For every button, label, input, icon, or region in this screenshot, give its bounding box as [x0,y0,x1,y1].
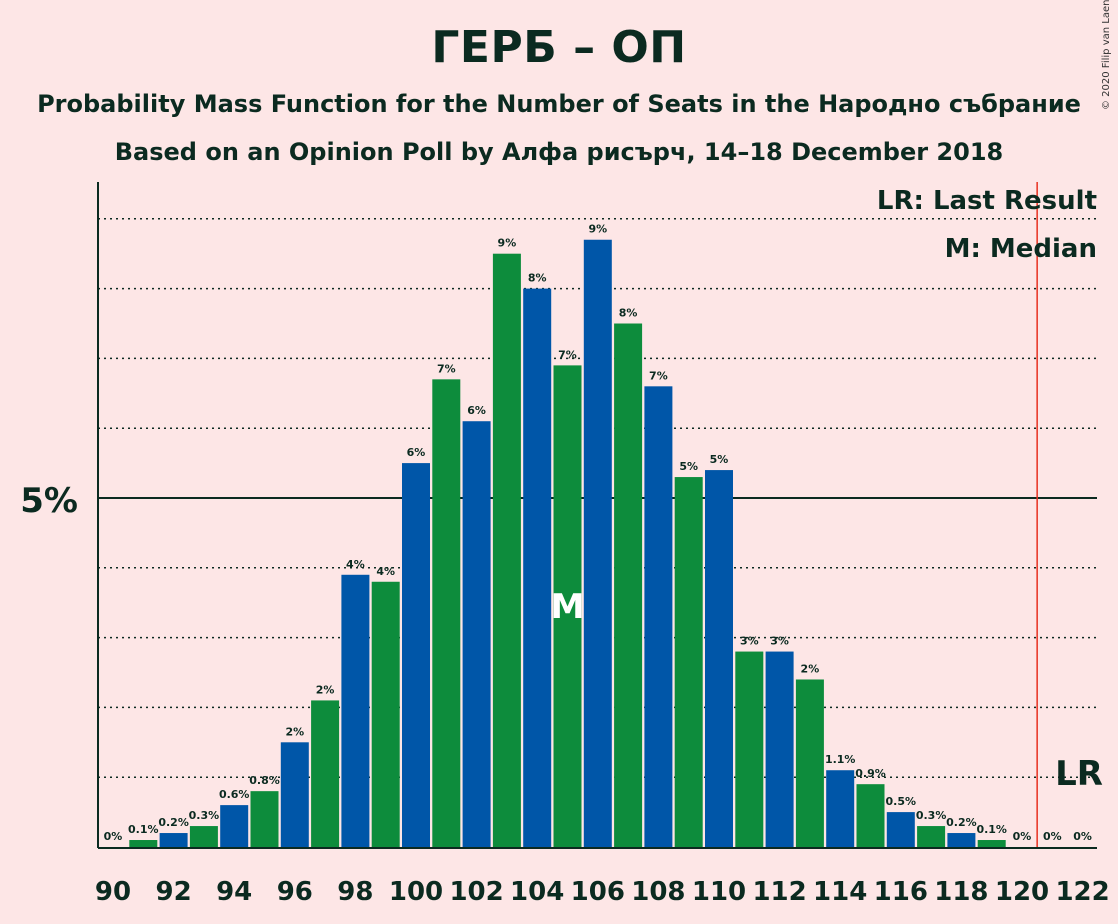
data-label-101: 7% [437,362,456,375]
data-label-98: 4% [346,558,365,571]
data-label-120: 0% [1013,830,1032,843]
bar-114 [826,770,855,847]
median-marker: M [551,587,585,627]
data-label-108: 7% [649,369,668,382]
bar-110 [705,470,733,847]
bar-103 [492,253,521,847]
x-tick-112: 112 [752,877,806,907]
x-tick-110: 110 [692,877,746,907]
data-label-103: 9% [498,237,517,250]
data-label-112: 3% [770,635,789,648]
data-label-94: 0.6% [219,788,250,801]
data-label-111: 3% [740,635,759,648]
data-label-118: 0.2% [946,816,977,829]
x-tick-98: 98 [337,877,373,907]
bar-108 [644,386,673,847]
bar-118 [947,833,976,847]
data-label-93: 0.3% [189,809,220,822]
x-tick-92: 92 [156,877,192,907]
x-tick-96: 96 [277,877,313,907]
bar-97 [311,700,340,847]
x-tick-120: 120 [995,877,1049,907]
chart-title: ГЕРБ – ОП [431,22,687,73]
bars-group: M LR [129,182,1103,848]
bar-119 [977,840,1006,847]
data-label-104: 8% [528,272,547,285]
bar-100 [402,463,430,847]
data-label-92: 0.2% [158,816,189,829]
x-tick-102: 102 [449,877,503,907]
legend-last-result: LR: Last Result [877,186,1097,216]
bar-93 [189,826,218,847]
x-tick-122: 122 [1055,877,1109,907]
data-label-115: 0.9% [855,767,886,780]
x-tick-114: 114 [813,877,867,907]
data-label-122: 0% [1073,830,1092,843]
data-label-110: 5% [710,453,729,466]
data-label-99: 4% [376,565,395,578]
bar-107 [614,323,643,847]
x-tick-100: 100 [389,877,443,907]
bar-117 [917,826,946,847]
x-tick-106: 106 [571,877,625,907]
data-label-100: 6% [407,446,426,459]
bar-104 [523,288,552,848]
bar-94 [220,805,249,847]
data-label-117: 0.3% [916,809,947,822]
bar-92 [159,833,188,847]
chart-subtitle-line1: Probability Mass Function for the Number… [37,90,1081,118]
y-tick-label-5pct: 5% [20,481,78,521]
data-label-90: 0% [104,830,123,843]
bar-98 [341,574,370,847]
data-label-102: 6% [467,404,486,417]
x-tick-108: 108 [631,877,685,907]
bar-115 [856,784,885,847]
data-label-121: 0% [1043,830,1062,843]
bar-111 [735,651,764,847]
chart-subtitle-line2: Based on an Opinion Poll by Алфа рисърч,… [114,138,1004,166]
bar-95 [250,791,279,847]
bar-105 [553,365,582,847]
bar-96 [280,742,309,847]
data-label-109: 5% [679,460,698,473]
data-labels-group: 0%0.1%0.2%0.3%0.6%0.8%2%2%4%4%6%7%6%9%8%… [104,223,1092,843]
last-result-marker: LR [1055,754,1103,794]
data-label-96: 2% [285,725,304,738]
x-tick-116: 116 [874,877,928,907]
axes-group [97,182,1097,849]
bar-101 [432,379,461,847]
data-label-91: 0.1% [128,823,159,836]
data-label-116: 0.5% [886,795,917,808]
legend-median: M: Median [945,234,1097,264]
data-label-95: 0.8% [249,774,280,787]
x-tick-90: 90 [95,877,131,907]
x-tick-labels-group: 90 92 94 96 98 100 102 104 106 108 110 112 114 116 118… [95,877,1110,907]
bar-116 [886,812,915,847]
bar-106 [583,239,612,848]
data-label-119: 0.1% [976,823,1007,836]
bar-102 [462,421,491,847]
bar-91 [129,840,158,847]
bar-99 [371,581,400,847]
bar-109 [674,477,703,847]
x-tick-118: 118 [934,877,988,907]
data-label-106: 9% [588,223,607,236]
data-label-105: 7% [558,348,577,361]
data-label-107: 8% [619,307,638,320]
data-label-114: 1.1% [825,753,856,766]
bar-113 [795,679,824,847]
x-tick-104: 104 [510,877,564,907]
data-label-113: 2% [801,662,820,675]
data-label-97: 2% [316,683,335,696]
x-tick-94: 94 [216,877,252,907]
bar-112 [765,651,794,847]
